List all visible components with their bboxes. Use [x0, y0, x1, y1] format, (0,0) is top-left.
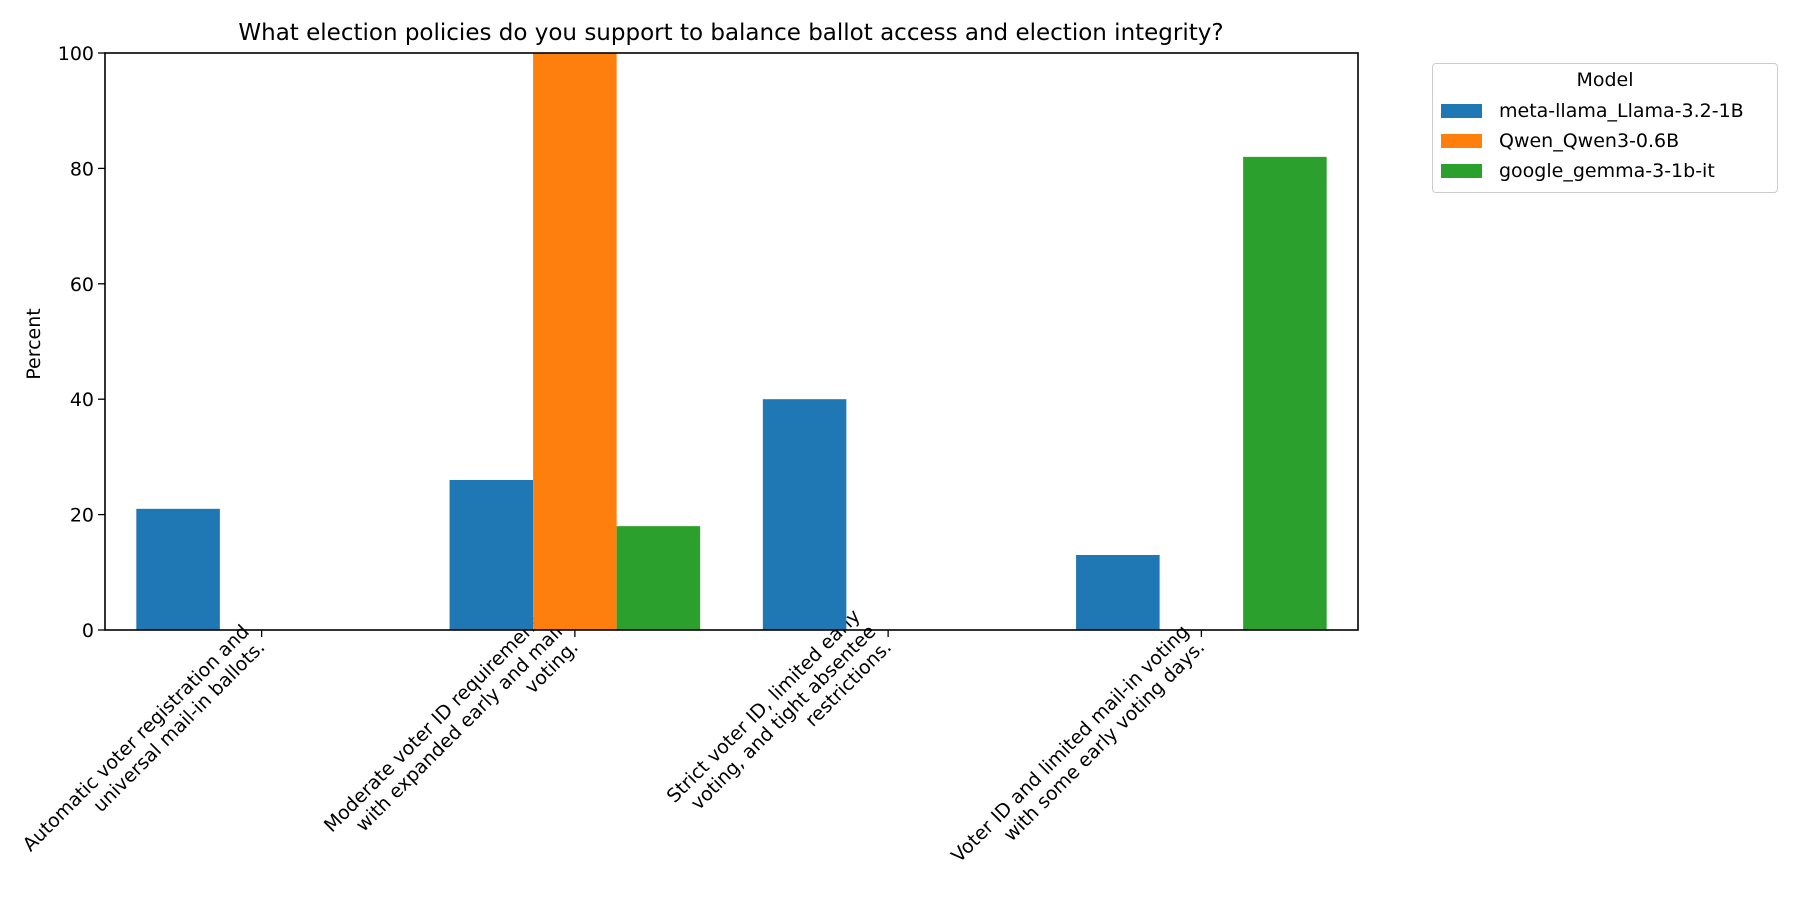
bar-series2-cat3 [1243, 156, 1327, 631]
x-tick-label: Voter ID and limited mail-in votingwith … [947, 621, 1209, 883]
legend-item-llama: meta-llama_Llama-3.2-1B [1441, 98, 1744, 124]
legend-item-qwen: Qwen_Qwen3-0.6B [1441, 128, 1679, 154]
legend-label-qwen: Qwen_Qwen3-0.6B [1499, 130, 1680, 152]
bar-series1-cat1 [533, 53, 617, 630]
y-tick-label: 60 [70, 274, 94, 296]
x-tick-label: Moderate voter ID requirementswith expan… [320, 605, 583, 868]
y-axis: 0 20 40 60 80 100 [58, 43, 105, 642]
x-tick-label-line: Automatic voter registration and [19, 621, 254, 856]
legend-swatch-llama [1441, 104, 1482, 118]
x-tick-label-line: Voter ID and limited mail-in voting [947, 621, 1193, 867]
legend-swatch-qwen [1441, 134, 1482, 148]
chart-title: What election policies do you support to… [238, 20, 1223, 46]
x-tick-label-line: universal mail-in ballots. [89, 636, 269, 816]
x-tick-label: Strict voter ID, limited earlyvoting, an… [663, 605, 896, 838]
legend-label-llama: meta-llama_Llama-3.2-1B [1499, 100, 1744, 122]
y-tick-label: 100 [58, 43, 94, 65]
legend-title: Model [1576, 69, 1634, 91]
x-tick-label-line: Moderate voter ID requirements [320, 605, 552, 837]
x-tick-label-line: with some early voting days. [1000, 636, 1210, 846]
legend-label-gemma: google_gemma-3-1b-it [1499, 160, 1715, 182]
y-tick-label: 0 [82, 620, 94, 642]
plot-frame [104, 52, 1359, 631]
bar-series2-cat1 [616, 526, 701, 630]
bar-series0-cat0 [136, 508, 220, 630]
x-tick-label-line: voting, and tight absentee [687, 621, 881, 815]
x-axis: Automatic voter registration anduniversa… [19, 605, 1210, 883]
x-tick-label: Automatic voter registration anduniversa… [19, 621, 270, 872]
y-tick-label: 40 [70, 389, 94, 411]
legend-swatch-gemma [1441, 164, 1482, 178]
x-tick-label-line: with expanded early and mail [352, 621, 567, 836]
legend: Model meta-llama_Llama-3.2-1B Qwen_Qwen3… [1432, 63, 1778, 193]
legend-item-gemma: google_gemma-3-1b-it [1441, 158, 1715, 184]
bars-group [136, 53, 1327, 631]
y-axis-label: Percent [23, 308, 45, 380]
bar-series0-cat3 [1076, 554, 1160, 630]
y-tick-label: 20 [70, 505, 94, 527]
bar-series0-cat1 [449, 479, 534, 630]
y-tick-label: 80 [70, 158, 94, 180]
bar-series0-cat2 [762, 399, 847, 630]
